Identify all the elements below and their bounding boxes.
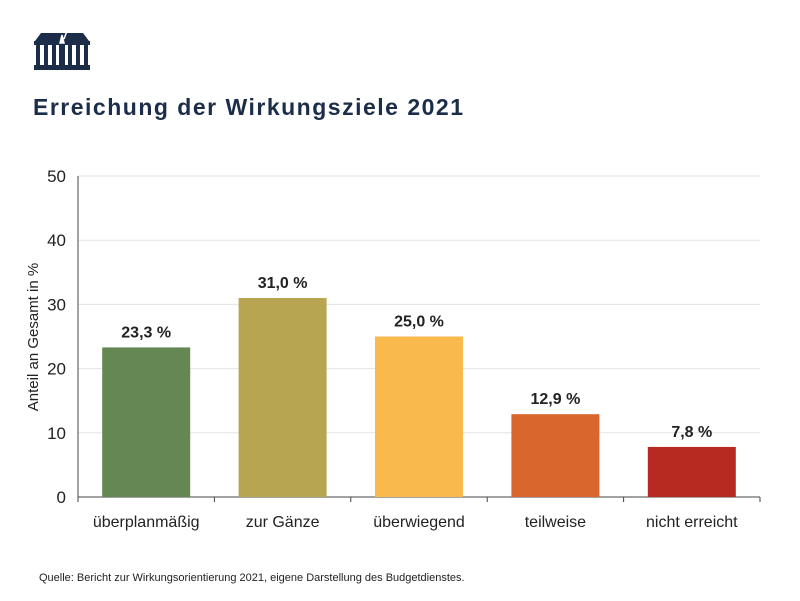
x-tick-label: zur Gänze (246, 514, 320, 531)
bar-3 (511, 414, 600, 497)
bar-2 (375, 336, 463, 497)
data-label: 23,3 % (121, 324, 171, 341)
x-tick-label: nicht erreicht (646, 514, 738, 531)
x-tick-label: überwiegend (373, 514, 465, 531)
data-label: 12,9 % (530, 391, 580, 408)
data-label: 7,8 % (671, 424, 712, 441)
y-tick-label: 30 (47, 295, 66, 314)
bar-4 (647, 446, 736, 497)
bar-1 (238, 297, 327, 497)
chart-title: Erreichung der Wirkungsziele 2021 (33, 94, 465, 120)
parliament-logo (34, 30, 90, 70)
y-tick-label: 50 (47, 167, 66, 186)
y-tick-label: 10 (47, 424, 66, 443)
y-tick-label: 40 (47, 231, 66, 250)
x-tick-label: überplanmäßig (93, 514, 200, 531)
source-note: Quelle: Bericht zur Wirkungsorientierung… (39, 572, 465, 584)
y-tick-label: 20 (47, 360, 66, 379)
bar-0 (102, 347, 191, 497)
x-tick-label: teilweise (525, 514, 586, 531)
y-axis-label: Anteil an Gesamt in % (25, 263, 42, 411)
bar-chart: 0 10 20 30 40 50 23,3 % 31,0 % 25,0 % 12,9 % 7,8 … (25, 167, 761, 531)
data-label: 31,0 % (258, 275, 308, 292)
data-label: 25,0 % (394, 314, 444, 331)
y-tick-label: 0 (57, 488, 66, 507)
